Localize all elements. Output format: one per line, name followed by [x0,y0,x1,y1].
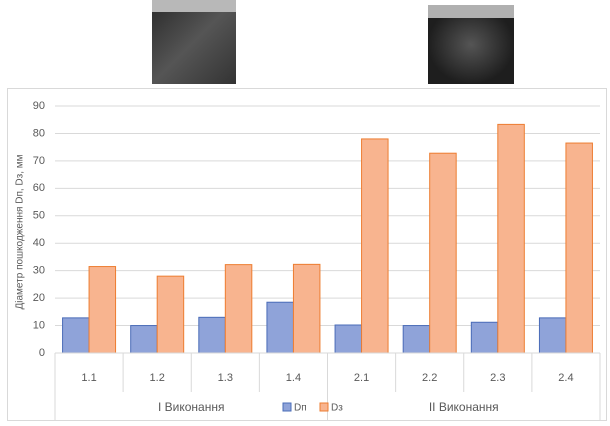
specimen-photo [428,5,514,84]
y-tick-label: 10 [33,319,45,331]
bar [361,138,389,354]
x-tick-label: 1.2 [150,372,165,384]
x-tick-label: 2.4 [558,372,573,384]
bar [402,325,431,354]
bar [62,317,90,354]
group-label: I Виконання [158,400,225,414]
bar [497,123,525,354]
y-tick-label: 70 [33,155,45,167]
y-tick-label: 40 [33,237,45,249]
y-tick-label: 0 [39,347,45,359]
bar [130,325,158,354]
y-axis-label: Діаметр пошкодження Dп, Dз, мм [15,154,26,309]
legend-label: Dп [294,403,307,414]
x-tick-label: 2.3 [490,372,505,384]
bar [334,324,363,354]
y-tick-label: 80 [33,127,45,139]
y-tick-label: 20 [33,292,45,304]
group-label: II Виконання [429,400,499,414]
legend-swatch [319,402,329,412]
bar [292,263,321,354]
legend-swatch [282,402,292,412]
x-tick-label: 2.2 [422,372,437,384]
specimen-photo [152,0,236,84]
bar [156,275,185,354]
x-tick-label: 1.4 [286,372,301,384]
bar [266,301,294,354]
x-tick-label: 1.3 [218,372,233,384]
bar [429,152,457,354]
bar [224,264,253,354]
y-tick-label: 50 [33,210,45,222]
legend-label: Dз [331,403,343,414]
x-tick-label: 2.1 [354,372,369,384]
y-tick-label: 60 [33,182,45,194]
bar [565,142,593,354]
bar [198,316,226,354]
x-tick-label: 1.1 [81,372,96,384]
bar [470,321,499,354]
y-tick-label: 30 [33,265,45,277]
bar [538,317,567,354]
y-tick-label: 90 [33,100,45,112]
bar [88,266,117,354]
